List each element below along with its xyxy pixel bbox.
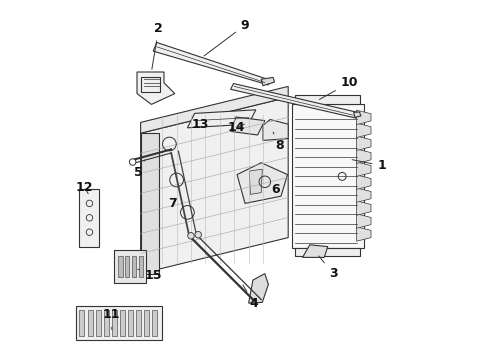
- Polygon shape: [118, 256, 122, 277]
- Polygon shape: [357, 136, 371, 150]
- Text: 5: 5: [134, 160, 145, 179]
- Polygon shape: [141, 97, 288, 274]
- Polygon shape: [144, 310, 149, 336]
- Polygon shape: [295, 248, 360, 256]
- Text: 14: 14: [227, 121, 245, 134]
- Polygon shape: [357, 123, 371, 138]
- Polygon shape: [237, 163, 288, 203]
- Polygon shape: [357, 162, 371, 176]
- Text: 15: 15: [138, 269, 162, 282]
- Text: 8: 8: [273, 132, 284, 152]
- Polygon shape: [261, 77, 274, 86]
- Text: 2: 2: [152, 22, 163, 69]
- Polygon shape: [79, 189, 99, 247]
- Polygon shape: [125, 256, 129, 277]
- Polygon shape: [357, 214, 371, 228]
- Polygon shape: [187, 110, 256, 128]
- Polygon shape: [136, 310, 141, 336]
- Polygon shape: [292, 104, 364, 248]
- Polygon shape: [249, 169, 262, 194]
- Polygon shape: [141, 133, 159, 274]
- Polygon shape: [231, 84, 357, 118]
- Polygon shape: [137, 72, 175, 104]
- Polygon shape: [357, 175, 371, 189]
- Polygon shape: [357, 188, 371, 202]
- Polygon shape: [295, 95, 360, 104]
- Text: 1: 1: [352, 159, 386, 172]
- Polygon shape: [120, 310, 125, 336]
- Text: 9: 9: [204, 19, 249, 56]
- Polygon shape: [357, 110, 371, 125]
- Polygon shape: [141, 86, 288, 133]
- Polygon shape: [357, 149, 371, 163]
- Polygon shape: [139, 256, 143, 277]
- Text: 11: 11: [103, 309, 121, 329]
- Polygon shape: [76, 306, 162, 340]
- Polygon shape: [303, 245, 328, 257]
- Polygon shape: [152, 310, 157, 336]
- Polygon shape: [263, 120, 288, 140]
- Polygon shape: [96, 310, 100, 336]
- Polygon shape: [357, 227, 371, 241]
- Text: 10: 10: [319, 76, 358, 99]
- Circle shape: [129, 159, 136, 165]
- Text: 3: 3: [319, 256, 338, 280]
- Text: 4: 4: [243, 285, 258, 310]
- Polygon shape: [88, 310, 93, 336]
- Circle shape: [195, 231, 201, 238]
- Polygon shape: [248, 274, 269, 303]
- Polygon shape: [132, 256, 136, 277]
- Polygon shape: [357, 201, 371, 215]
- Circle shape: [188, 233, 194, 239]
- Polygon shape: [354, 112, 361, 117]
- Polygon shape: [114, 250, 146, 283]
- Polygon shape: [231, 117, 265, 135]
- Text: 6: 6: [271, 183, 280, 195]
- Text: 12: 12: [76, 181, 94, 194]
- Text: 7: 7: [168, 197, 177, 210]
- Polygon shape: [153, 42, 270, 85]
- Text: 13: 13: [191, 118, 209, 131]
- Polygon shape: [79, 310, 84, 336]
- Polygon shape: [104, 310, 109, 336]
- Polygon shape: [128, 310, 133, 336]
- Polygon shape: [112, 310, 117, 336]
